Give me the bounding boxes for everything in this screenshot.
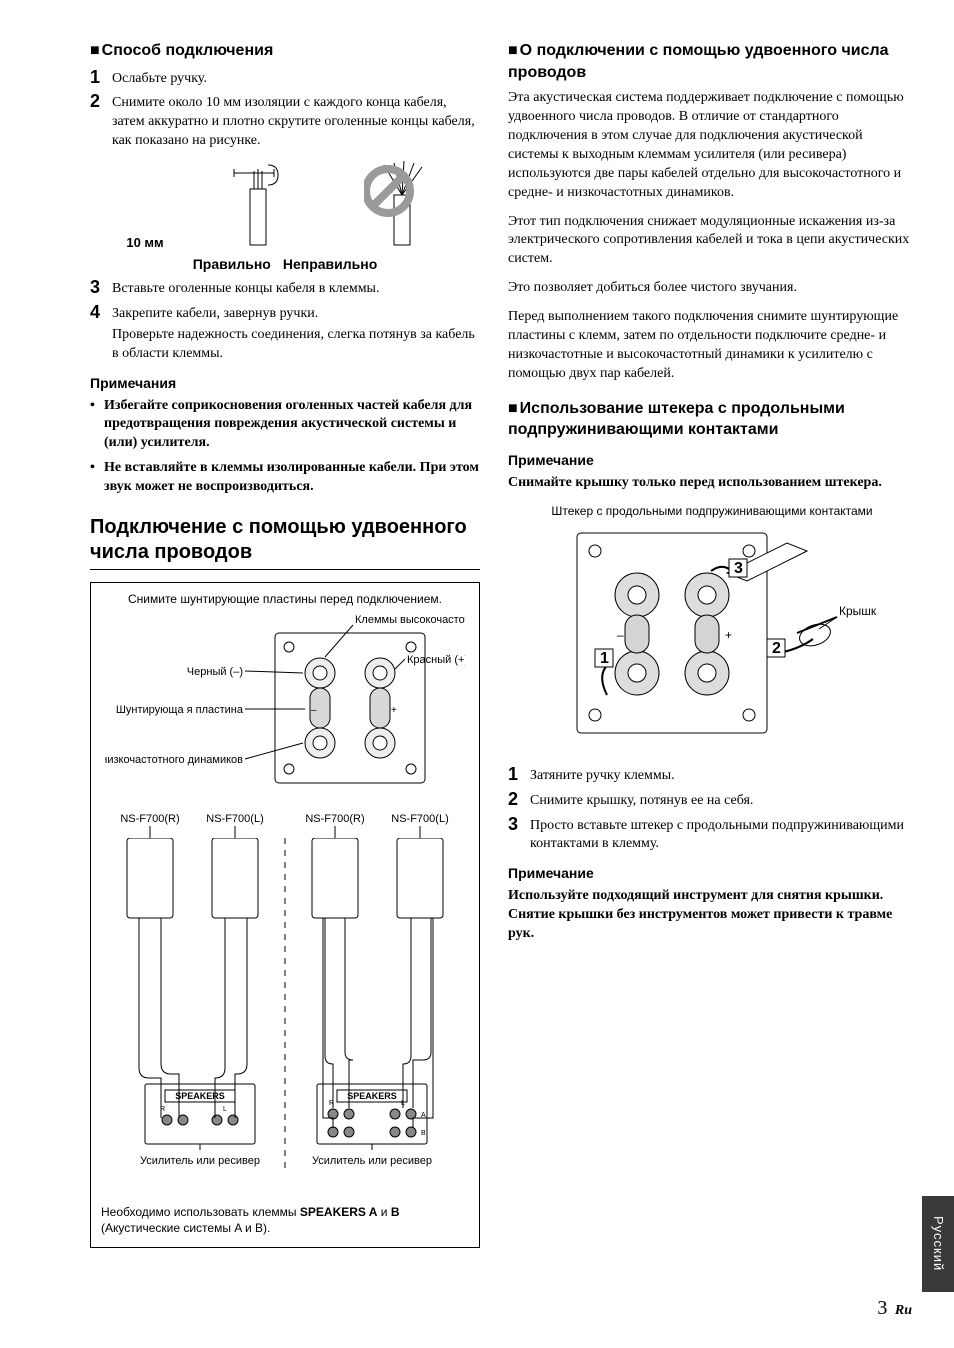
note-text: Не вставляйте в клеммы изолированные каб…	[104, 459, 480, 497]
svg-text:B: B	[421, 1130, 426, 1137]
svg-text:Клеммы средне- и низкочастотно: Клеммы средне- и низкочастотного динамик…	[105, 754, 243, 766]
step-text: Снимите крышку, потянув ее на себя.	[530, 790, 753, 811]
step-number: 3	[508, 815, 530, 835]
step-text: Снимите около 10 мм изоляции с каждого к…	[112, 92, 480, 151]
notes-list: Избегайте соприкосновения оголенных част…	[90, 397, 480, 497]
svg-text:NS-F700(R): NS-F700(R)	[305, 813, 364, 825]
about-para: Этот тип подключения снижает модуляционн…	[508, 213, 916, 270]
figure-wire-strip: 10 мм	[90, 161, 480, 274]
step-number: 3	[90, 278, 112, 298]
biwire-hint: Снимите шунтирующие пластины перед подкл…	[101, 591, 469, 607]
heading-connect: ■Способ подключения	[90, 40, 480, 62]
biwire-models-row: NS-F700(R) NS-F700(L) NS-F700(R) NS-F700…	[105, 808, 465, 838]
svg-text:Красный (+): Красный (+)	[407, 654, 465, 666]
heading-about-biwire: ■О подключении с помощью удвоенного числ…	[508, 40, 916, 83]
steps-connect-b: 3 Вставьте оголенные концы кабеля в клем…	[90, 278, 480, 364]
svg-text:3: 3	[734, 560, 743, 577]
figure-banana: Штекер с продольными подпружинивающими к…	[508, 503, 916, 753]
svg-text:Клеммы высокочастотно го динам: Клеммы высокочастотно го динамика	[355, 614, 465, 626]
note2-text: Используйте подходящий инструмент для сн…	[508, 887, 916, 944]
biwire-wiring-icon: SPEAKERS SPEAKERS RL RL AB	[105, 838, 465, 1198]
step-text: Закрепите кабели, завернув ручки. Провер…	[112, 303, 480, 364]
note1-text: Снимайте крышку только перед использован…	[508, 474, 916, 493]
banana-panel-icon: – + 1 2 3	[547, 523, 877, 753]
steps-banana: 1 Затяните ручку клеммы. 2 Снимите крышк…	[508, 765, 916, 855]
biwire-footnote: Необходимо использовать клеммы SPEAKERS …	[101, 1204, 469, 1236]
svg-text:Черный (–): Черный (–)	[187, 666, 243, 678]
step-text: Просто вставьте штекер с продольными под…	[530, 815, 916, 855]
wire-bad-icon	[364, 161, 444, 251]
biwire-panel-icon: – + Черный (–) Шунтирующа я пластина Клем…	[105, 613, 465, 808]
svg-text:–: –	[617, 628, 624, 642]
svg-text:SPEAKERS: SPEAKERS	[347, 1091, 397, 1101]
svg-text:NS-F700(L): NS-F700(L)	[391, 813, 448, 825]
about-para: Перед выполнением такого подключения сни…	[508, 308, 916, 384]
note2-title: Примечание	[508, 864, 916, 883]
about-para: Это позволяет добиться более чистого зву…	[508, 279, 916, 298]
svg-text:SPEAKERS: SPEAKERS	[175, 1091, 225, 1101]
svg-text:NS-F700(R): NS-F700(R)	[120, 813, 179, 825]
wire-bad-label: Неправильно	[283, 255, 377, 274]
banana-caption: Штекер с продольными подпружинивающими к…	[508, 503, 916, 519]
svg-text:Усилитель или ресивер: Усилитель или ресивер	[140, 1155, 260, 1167]
step-number: 4	[90, 303, 112, 323]
step-number: 2	[508, 790, 530, 810]
wire-ok-label: Правильно	[193, 255, 271, 274]
steps-connect-a: 1 Ослабьте ручку. 2 Снимите около 10 мм …	[90, 68, 480, 152]
svg-text:+: +	[391, 705, 397, 716]
svg-text:Крышка: Крышка	[839, 604, 877, 618]
about-para: Эта акустическая система поддерживает по…	[508, 89, 916, 202]
wire-mm-label: 10 мм	[126, 234, 163, 252]
svg-text:1: 1	[600, 650, 609, 667]
svg-text:2: 2	[772, 640, 781, 657]
svg-text:Усилитель или ресивер: Усилитель или ресивер	[312, 1155, 432, 1167]
page-number: 3	[877, 1297, 887, 1319]
svg-text:L: L	[223, 1106, 227, 1113]
wire-ok-icon	[224, 161, 304, 251]
step-number: 2	[90, 92, 112, 112]
page-suffix: Ru	[895, 1303, 912, 1318]
language-tab: Русский	[922, 1196, 954, 1292]
step-text: Затяните ручку клеммы.	[530, 765, 675, 786]
notes-title: Примечания	[90, 374, 480, 393]
page-footer: 3 Ru	[877, 1295, 912, 1322]
step-text: Вставьте оголенные концы кабеля в клеммы…	[112, 278, 379, 299]
svg-text:Шунтирующа я пластина: Шунтирующа я пластина	[116, 704, 244, 716]
note1-title: Примечание	[508, 451, 916, 470]
svg-text:–: –	[311, 705, 317, 716]
svg-text:NS-F700(L): NS-F700(L)	[206, 813, 263, 825]
svg-text:+: +	[725, 628, 732, 642]
step-text: Ослабьте ручку.	[112, 68, 207, 89]
heading-biwire: Подключение с помощью удвоенного числа п…	[90, 515, 480, 570]
step-number: 1	[90, 68, 112, 88]
step-number: 1	[508, 765, 530, 785]
heading-banana: ■Использование штекера с продольными под…	[508, 398, 916, 441]
figure-biwire: Снимите шунтирующие пластины перед подкл…	[90, 582, 480, 1248]
note-text: Избегайте соприкосновения оголенных част…	[104, 397, 480, 454]
